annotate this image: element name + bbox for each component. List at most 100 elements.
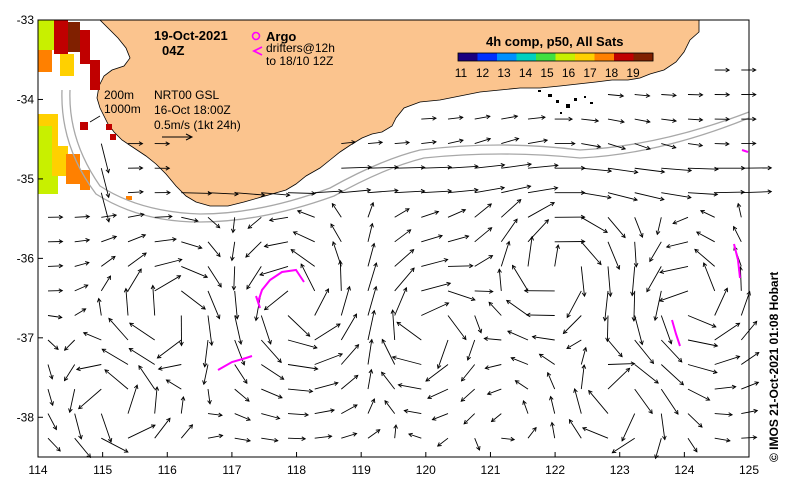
x-tick-label: 125 (739, 463, 759, 477)
velocity-arrow (447, 115, 464, 120)
velocity-arrow (104, 369, 129, 390)
velocity-arrow (580, 266, 587, 298)
velocity-arrow (486, 388, 502, 396)
velocity-arrow (341, 404, 358, 414)
velocity-arrow (100, 413, 113, 443)
colorbar-swatches (457, 52, 654, 62)
velocity-arrow (261, 413, 281, 420)
colorbar-swatch (536, 53, 556, 61)
velocity-arrow (714, 287, 729, 316)
velocity-arrow (74, 284, 89, 292)
velocity-arrow (687, 339, 719, 348)
velocity-arrow (607, 266, 613, 298)
velocity-arrow (501, 184, 532, 194)
velocity-arrow (340, 313, 357, 341)
velocity-arrow (261, 437, 279, 443)
velocity-arrow (500, 198, 522, 218)
velocity-arrow (633, 241, 639, 268)
velocity-arrow (138, 365, 156, 390)
velocity-arrow (341, 187, 372, 194)
velocity-arrow (634, 388, 653, 415)
velocity-arrow (634, 364, 659, 384)
colorbar-title: 4h comp, p50, All Sats (486, 34, 624, 49)
velocity-arrow (330, 223, 342, 243)
velocity-arrow (314, 188, 344, 194)
velocity-arrow (234, 437, 252, 443)
velocity-arrow (384, 399, 396, 414)
velocity-arrow (474, 114, 491, 120)
velocity-arrow (527, 235, 535, 267)
colorbar-swatch (555, 53, 576, 61)
isobath-label-200m: 200m (104, 88, 134, 102)
colorbar-swatch (594, 53, 615, 61)
velocity-arrow (630, 266, 636, 297)
velocity-arrow (397, 383, 422, 390)
velocity-arrow (702, 262, 716, 292)
velocity-arrow (659, 265, 689, 274)
velocity-arrow (181, 241, 203, 250)
velocity-arrow (234, 192, 266, 198)
velocity-arrow (154, 237, 177, 243)
velocity-arrow (497, 268, 502, 291)
velocity-arrow (649, 241, 662, 263)
velocity-arrow (714, 384, 737, 390)
velocity-arrow (381, 371, 396, 390)
x-tick-label: 115 (93, 463, 112, 477)
velocity-arrow (96, 297, 102, 316)
x-tick-label: 124 (674, 463, 694, 477)
velocity-arrow (714, 92, 731, 97)
velocity-arrow (367, 165, 399, 170)
velocity-arrow (63, 364, 76, 382)
velocity-arrow (393, 424, 398, 439)
velocity-arrow (714, 322, 741, 341)
velocity-arrow (287, 339, 318, 350)
velocity-arrow (554, 244, 560, 267)
velocity-arrow (77, 388, 102, 410)
velocity-arrow (154, 386, 160, 414)
velocity-arrow (512, 264, 529, 292)
velocity-arrow (128, 141, 144, 146)
colorbar-frame (457, 52, 654, 62)
velocity-arrow (367, 242, 376, 267)
velocity-arrow (367, 188, 399, 194)
velocity-arrow (527, 426, 537, 439)
map-date-label: 19-Oct-2021 (154, 28, 228, 43)
velocity-arrow (687, 437, 698, 453)
velocity-arrow (581, 216, 608, 233)
velocity-arrow (287, 315, 311, 337)
velocity-arrow (246, 266, 262, 290)
velocity-arrow (488, 301, 502, 316)
velocity-arrow (421, 281, 452, 292)
velocity-arrow (340, 343, 360, 365)
velocity-arrow (247, 216, 262, 229)
y-axis-ticks: -33 -34 -35 -36 -37 -38 (17, 13, 43, 424)
velocity-arrow (100, 192, 111, 223)
velocity-arrow (460, 388, 476, 402)
velocity-arrow (74, 308, 87, 316)
velocity-arrow (101, 213, 118, 218)
y-tick-label: -36 (17, 251, 35, 265)
velocity-arrow (340, 285, 351, 316)
velocity-arrow (634, 192, 665, 202)
velocity-arrow (408, 432, 422, 439)
colorbar-tick-label: 15 (540, 66, 554, 80)
velocity-arrow (665, 241, 689, 249)
velocity-arrow (505, 299, 529, 316)
velocity-arrow (607, 361, 636, 366)
velocity-arrow (47, 339, 59, 351)
velocity-arrow (367, 201, 375, 218)
velocity-arrow (263, 290, 289, 311)
velocity-arrow (660, 364, 685, 386)
colorbar-swatch (633, 53, 654, 61)
velocity-arrow (607, 167, 639, 175)
drifter-legend-line1: drifters@12h (266, 41, 335, 55)
velocity-arrow (331, 202, 342, 218)
y-tick-label: -37 (17, 331, 35, 345)
velocity-arrow (157, 364, 182, 371)
velocity-arrow (611, 437, 635, 454)
velocity-arrow (234, 388, 250, 402)
velocity-arrow (154, 190, 171, 195)
velocity-arrow (687, 388, 711, 401)
velocity-arrow (714, 412, 734, 417)
velocity-arrow (658, 290, 689, 303)
